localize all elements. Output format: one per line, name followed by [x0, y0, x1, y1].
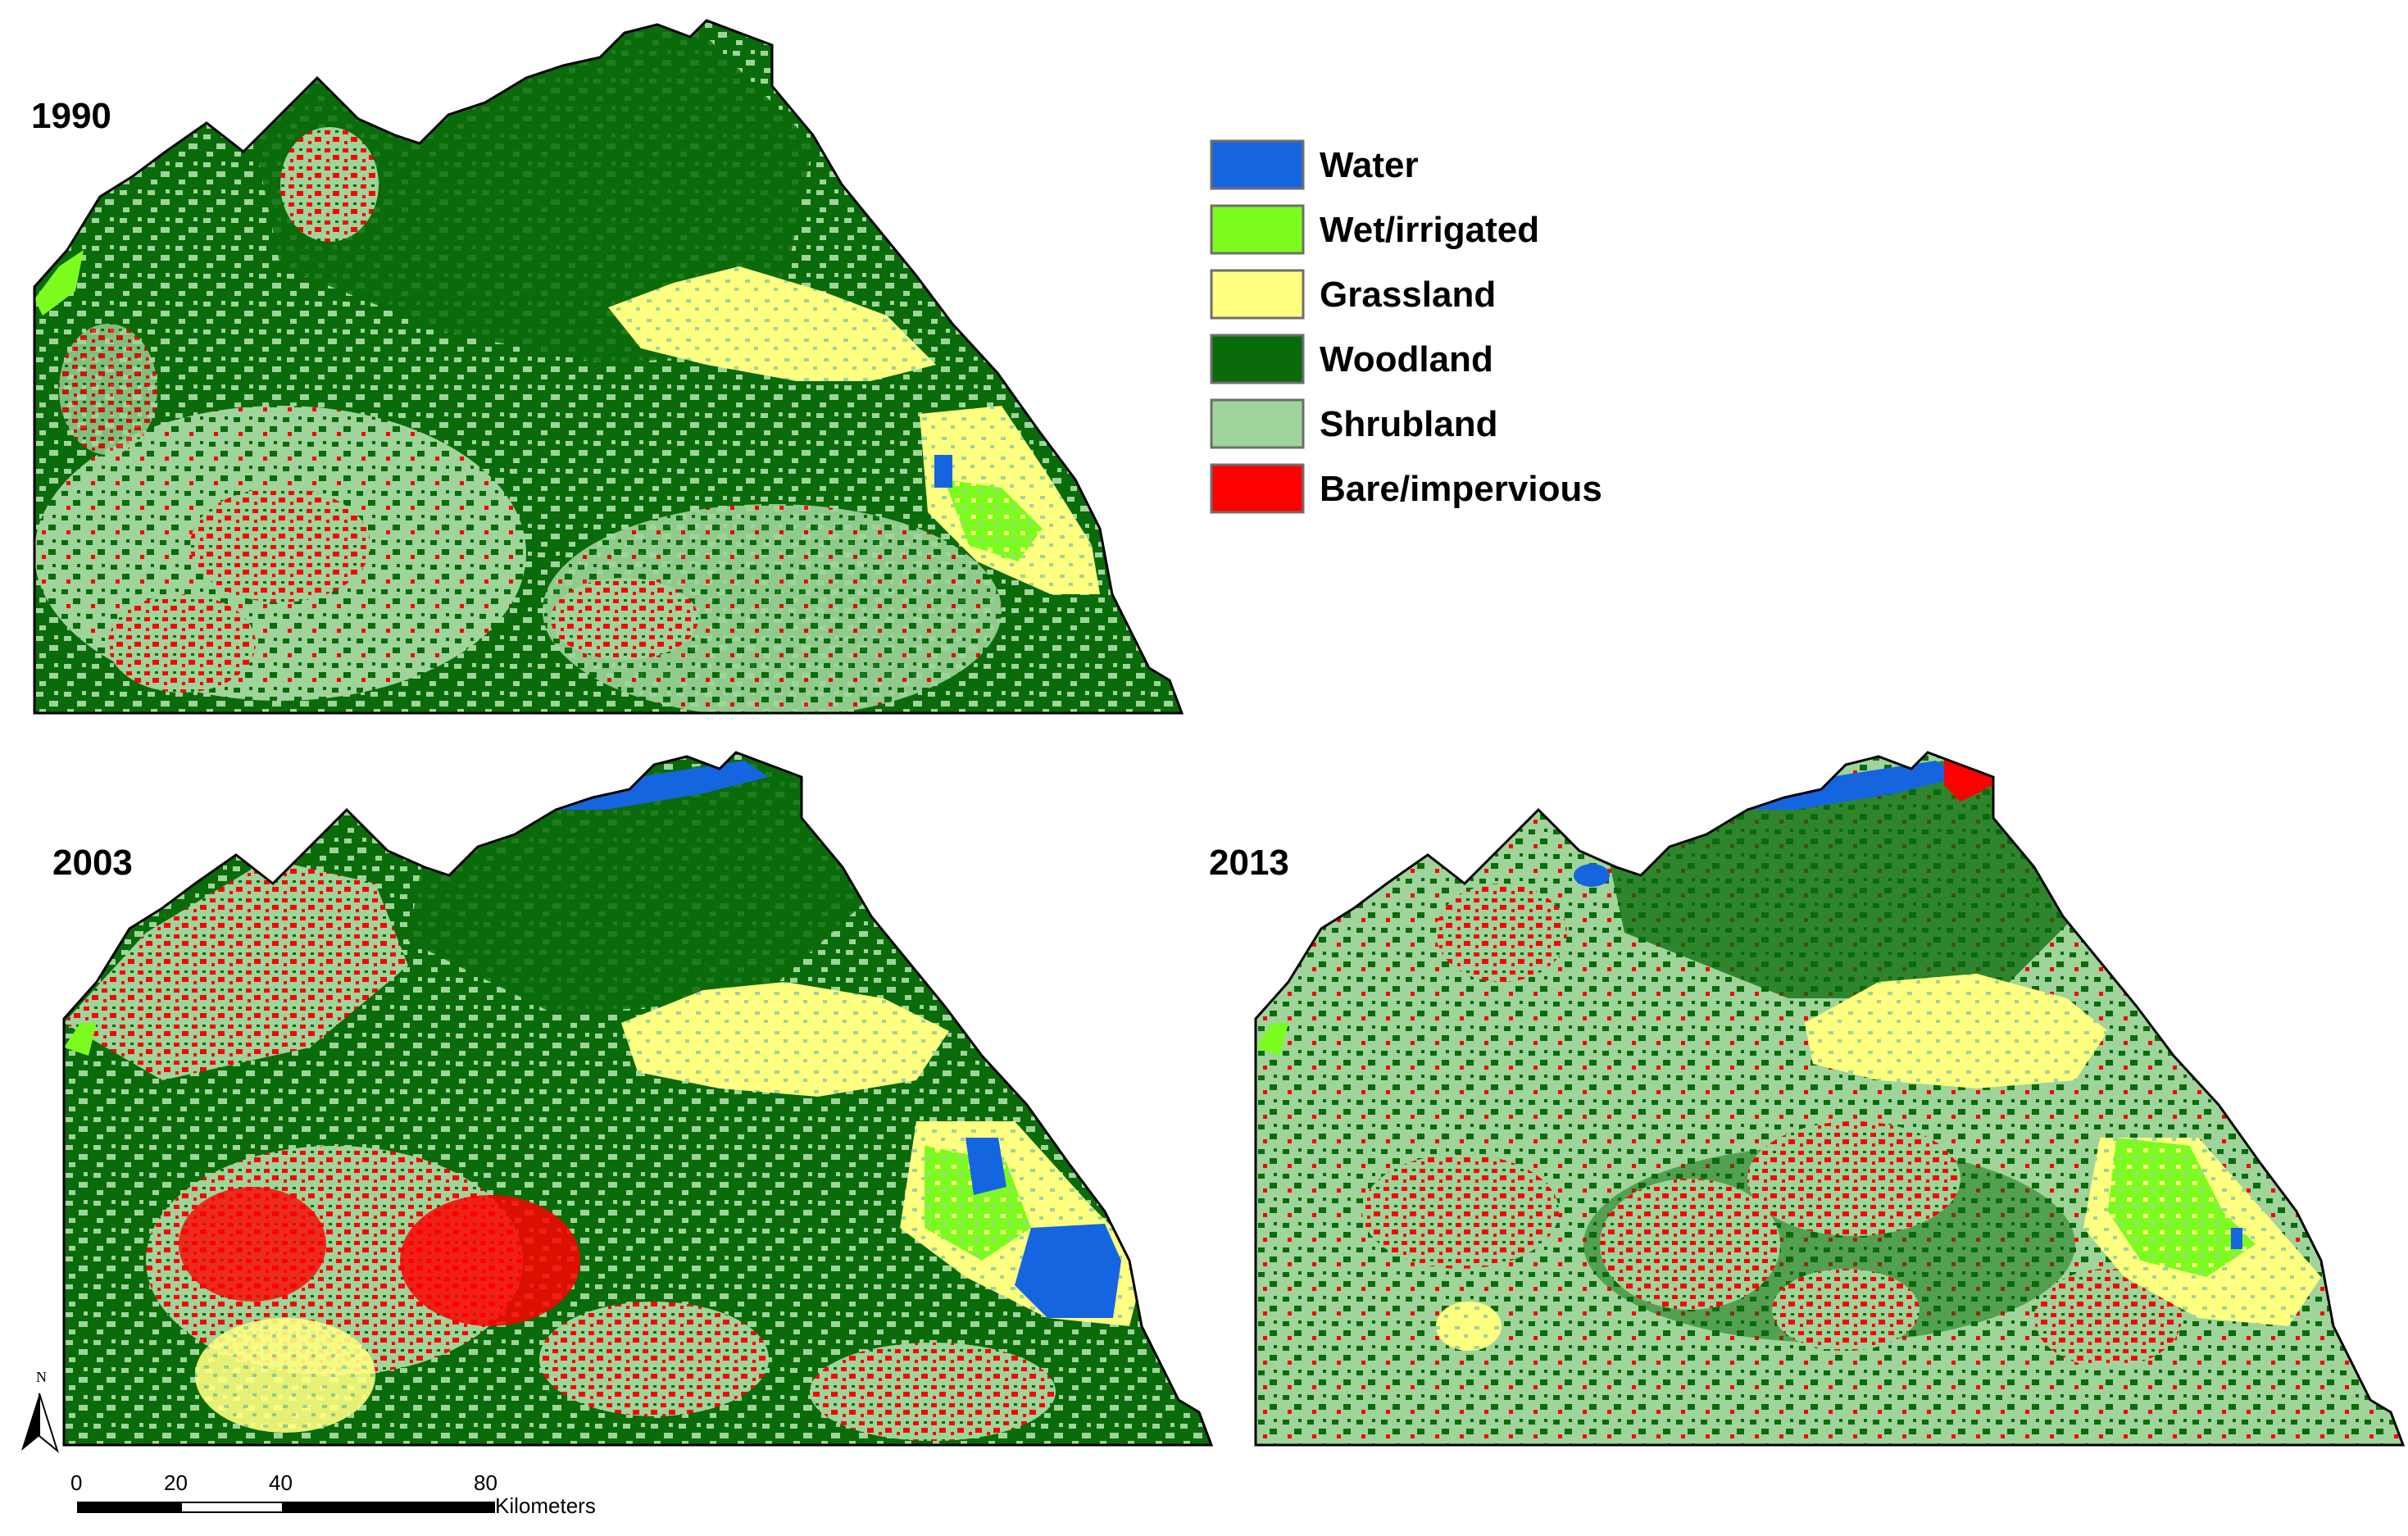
scale-bar-segment: [77, 1502, 495, 1513]
legend: Water Wet/irrigated Grassland Woodland Shrub…: [1210, 139, 1602, 514]
map-year-label: 1990: [31, 96, 111, 136]
scale-bar-segment: [182, 1503, 282, 1511]
legend-label: Grassland: [1320, 275, 1496, 315]
north-arrow: N: [21, 1369, 59, 1453]
legend-label: Shrubland: [1320, 404, 1498, 444]
map-year-label: 2013: [1209, 843, 1289, 883]
legend-label: Bare/impervious: [1320, 469, 1602, 509]
scale-unit-label: Kilometers: [495, 1493, 596, 1518]
scale-tick-label: 0: [70, 1470, 82, 1495]
scale-tick-label: 20: [164, 1470, 188, 1495]
legend-swatch: [1210, 204, 1305, 255]
scale-bar: 0 20 40 80 Kilometers: [70, 1470, 596, 1518]
legend-swatch: [1210, 269, 1305, 320]
scale-tick-label: 40: [269, 1470, 293, 1495]
legend-swatch: [1210, 463, 1305, 514]
scale-tick-label: 80: [474, 1470, 498, 1495]
map-1990: [33, 19, 1184, 715]
legend-swatch: [1210, 398, 1305, 449]
legend-label: Water: [1320, 145, 1419, 185]
legend-label: Wet/irrigated: [1320, 210, 1539, 250]
map-year-label: 2003: [52, 843, 133, 883]
north-label: N: [36, 1369, 47, 1385]
legend-label: Woodland: [1320, 339, 1493, 379]
map-2003: [62, 751, 1213, 1447]
map-2013: [1254, 751, 2405, 1447]
legend-swatch: [1210, 139, 1305, 190]
legend-swatch: [1210, 334, 1305, 384]
